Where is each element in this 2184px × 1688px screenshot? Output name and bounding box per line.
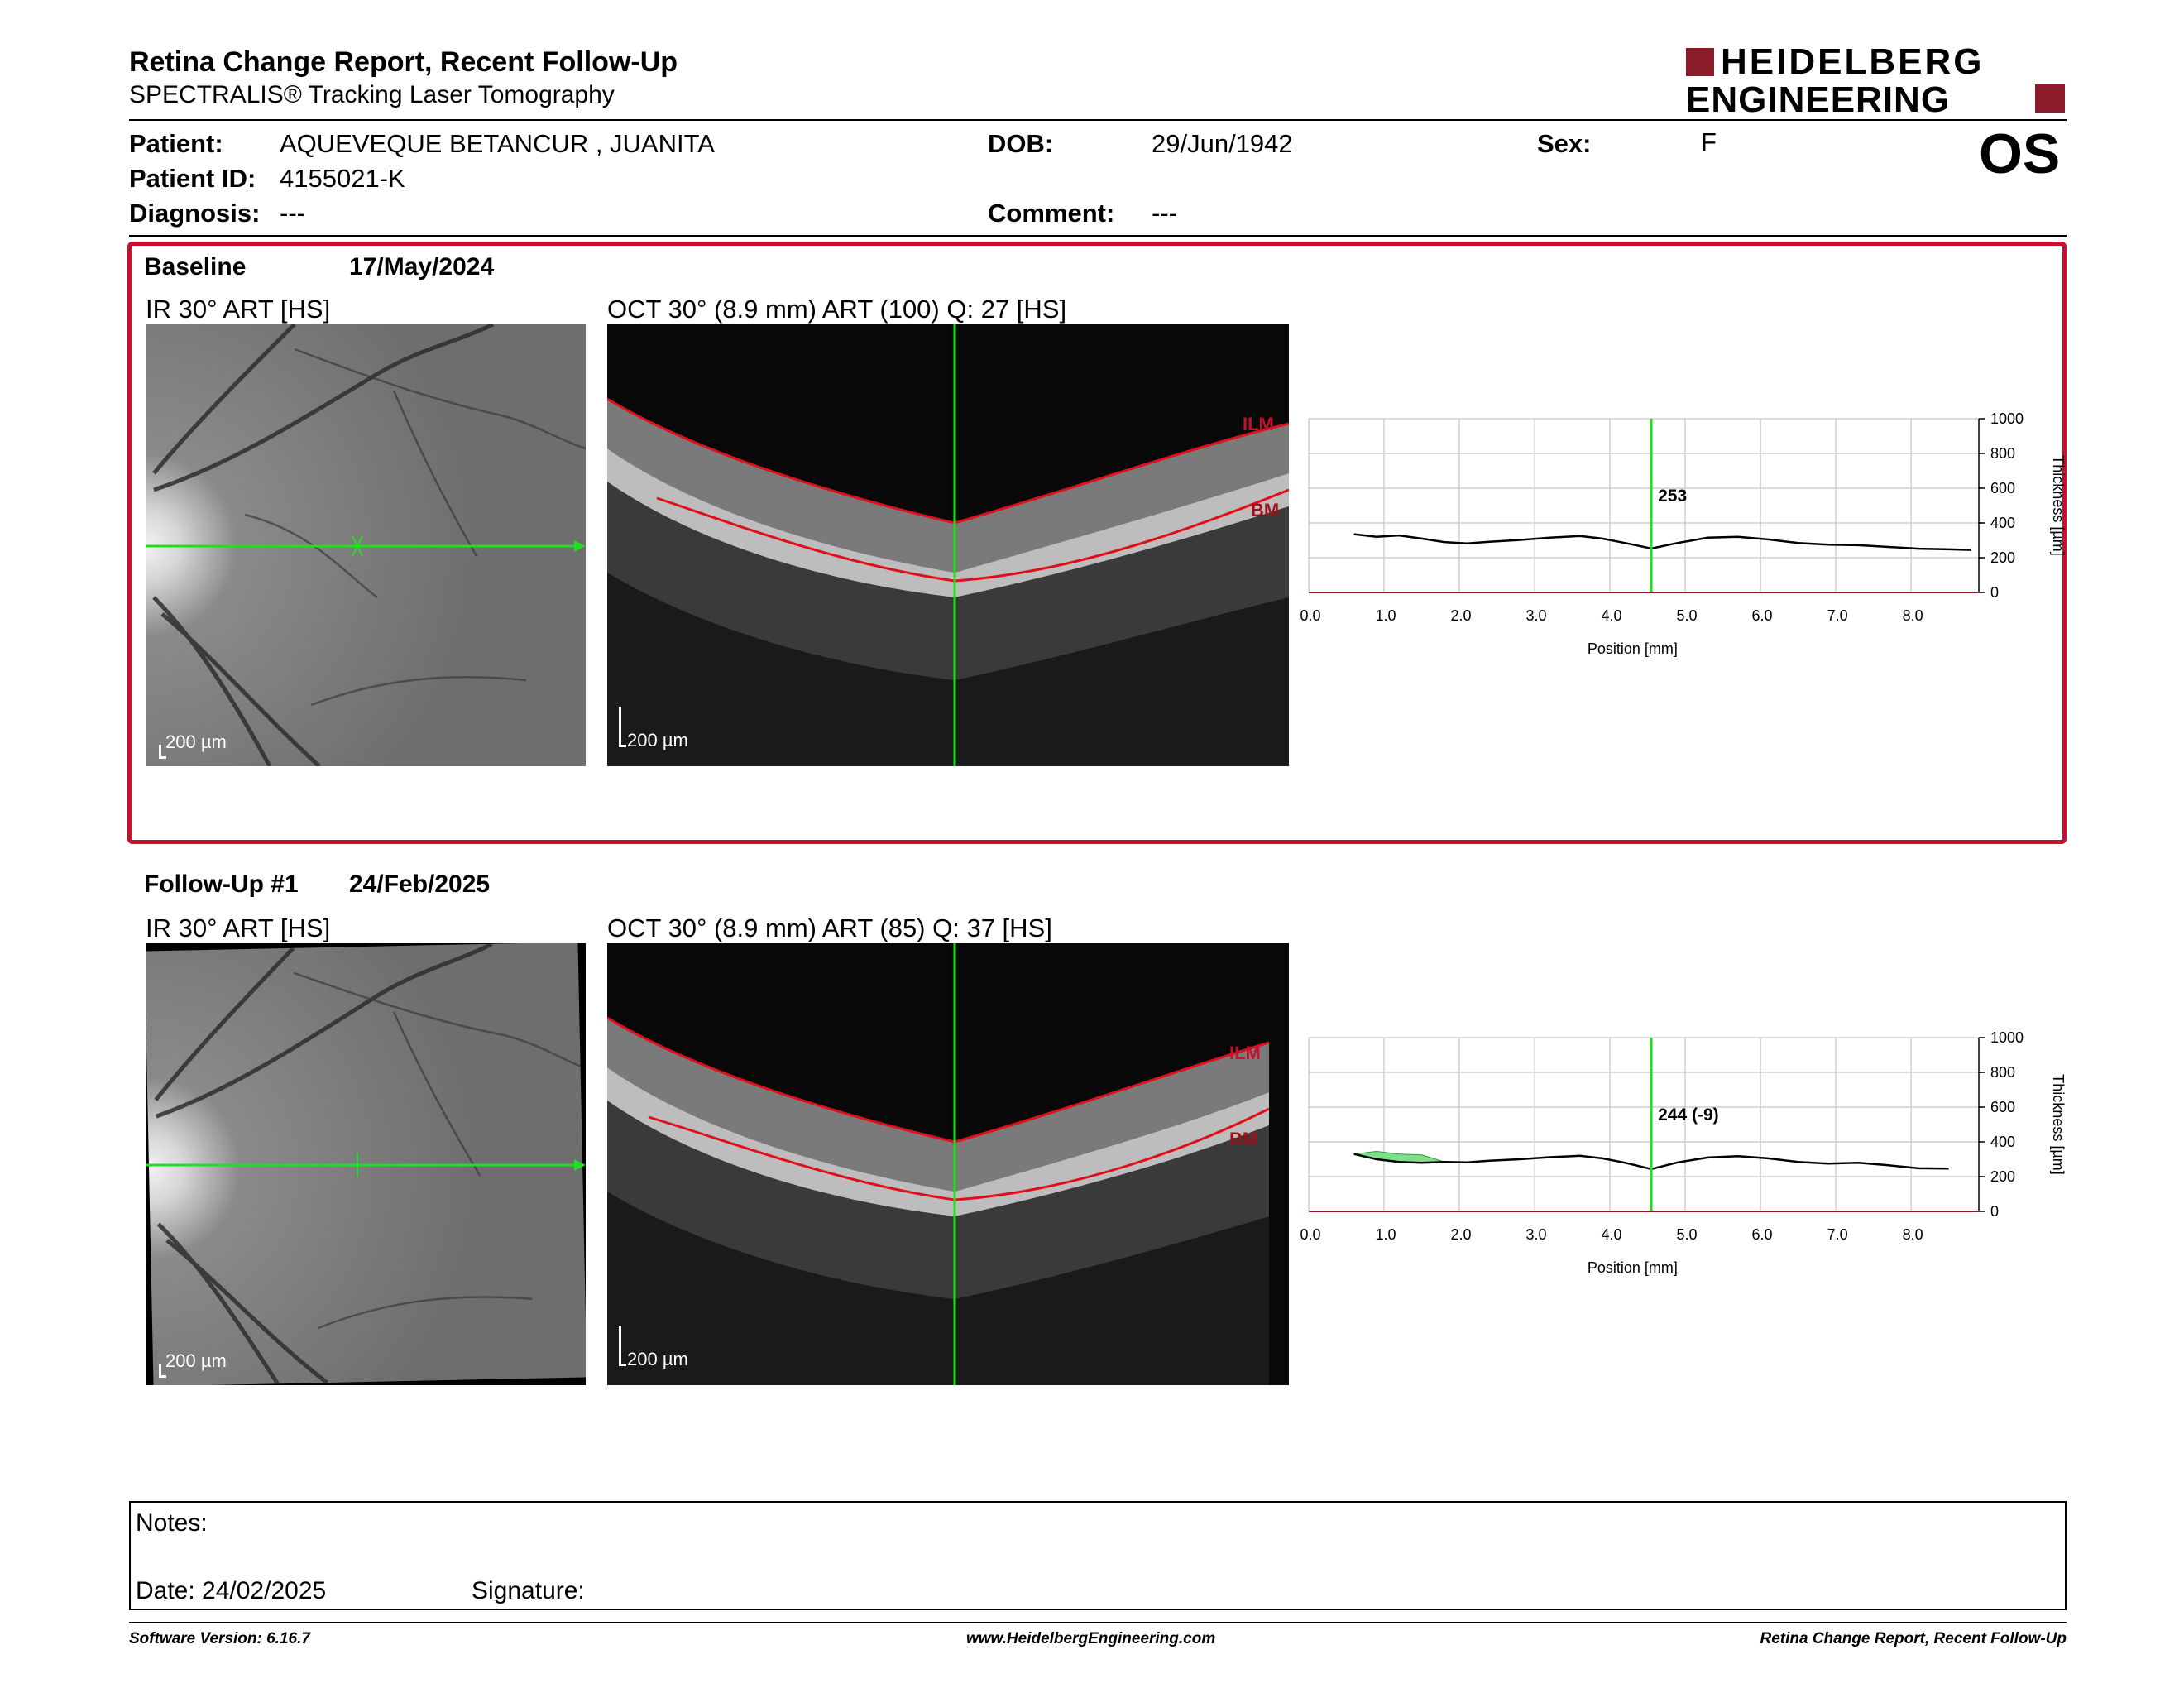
sex-label: Sex: <box>1537 129 1592 158</box>
patient-id: 4155021-K <box>280 164 405 193</box>
dob-value: 29/Jun/1942 <box>1152 129 1293 158</box>
x-tick-label: 6.0 <box>1752 607 1773 624</box>
footer-report-name: Retina Change Report, Recent Follow-Up <box>1760 1630 2067 1647</box>
report-title: Retina Change Report, Recent Follow-Up <box>129 46 678 78</box>
report-subtitle: SPECTRALIS® Tracking Laser Tomography <box>129 81 615 108</box>
diagnosis-label: Diagnosis: <box>129 199 261 228</box>
x-tick-label: 8.0 <box>1903 1226 1923 1243</box>
y-tick-label: 400 <box>1990 515 2015 531</box>
x-tick-label: 5.0 <box>1677 607 1698 624</box>
x-axis-label: Position [mm] <box>1588 1259 1678 1276</box>
patient-rule <box>129 235 2067 237</box>
thickness-series-line <box>1353 1153 1949 1171</box>
x-tick-label: 2.0 <box>1451 1226 1472 1243</box>
baseline-ir-title: IR 30° ART [HS] <box>146 295 331 324</box>
y-tick-label: 200 <box>1990 1168 2015 1185</box>
comment-value: --- <box>1152 199 1177 228</box>
footer-rule <box>129 1622 2067 1623</box>
followup-ir-image[interactable]: 200 µm <box>146 943 586 1385</box>
y-tick-label: 600 <box>1990 1099 2015 1115</box>
followup-thickness-chart: 0.0 1.0 2.0 3.0 4.0 5.0 6.0 7.0 8.0 0 200 400 600 800… <box>1299 1029 2076 1302</box>
sex-value: F <box>1701 127 1717 156</box>
followup-date: 24/Feb/2025 <box>349 870 491 898</box>
x-tick-label: 7.0 <box>1827 1226 1848 1243</box>
comment-label: Comment: <box>988 199 1115 228</box>
x-tick-label: 3.0 <box>1526 607 1547 624</box>
followup-bm-label: BM <box>1229 1129 1258 1149</box>
logo-line2: ENGINEERING <box>1686 79 1951 120</box>
date-label: Date: 24/02/2025 <box>136 1577 327 1604</box>
baseline-oct-title: OCT 30° (8.9 mm) ART (100) Q: 27 [HS] <box>607 295 1067 324</box>
followup-ir-title: IR 30° ART [HS] <box>146 914 331 942</box>
baseline-date: 17/May/2024 <box>349 253 495 281</box>
baseline-bm-label: BM <box>1251 500 1280 520</box>
baseline-oct-scale: 200 µm <box>627 730 688 750</box>
x-tick-label: 2.0 <box>1451 607 1472 624</box>
notes-box[interactable] <box>129 1501 2067 1610</box>
y-axis-label: Thickness [µm] <box>2050 455 2067 555</box>
scalebar-icon <box>159 745 166 759</box>
x-tick-label: 3.0 <box>1526 1226 1547 1243</box>
baseline-thickness-chart: 0.0 1.0 2.0 3.0 4.0 5.0 6.0 7.0 8.0 0 200 400 600 800… <box>1299 410 2076 683</box>
x-tick-label: 1.0 <box>1375 607 1396 624</box>
patient-label: Patient: <box>129 129 223 158</box>
footer-software: Software Version: 6.16.7 <box>129 1630 310 1647</box>
patient-name: AQUEVEQUE BETANCUR , JUANITA <box>280 129 715 158</box>
y-tick-label: 1000 <box>1990 410 2024 427</box>
x-tick-label: 4.0 <box>1602 1226 1622 1243</box>
logo-line1: HEIDELBERG <box>1721 41 1985 82</box>
followup-ir-scale: 200 µm <box>165 1350 227 1371</box>
baseline-frame <box>127 242 2067 844</box>
signature-label: Signature: <box>472 1577 585 1604</box>
x-tick-label: 0.0 <box>1300 607 1320 624</box>
cursor-value-label: 244 (-9) <box>1658 1105 1719 1125</box>
y-tick-label: 400 <box>1990 1134 2015 1150</box>
thickness-series-line <box>1353 533 1971 551</box>
y-tick-label: 800 <box>1990 1064 2015 1081</box>
logo-square-icon-2 <box>2035 84 2065 113</box>
scalebar-icon-oct <box>619 707 626 747</box>
y-tick-label: 600 <box>1990 480 2015 496</box>
y-tick-label: 0 <box>1990 1203 1999 1220</box>
cursor-value-label: 253 <box>1658 487 1687 506</box>
scalebar-icon-fu <box>159 1364 166 1378</box>
y-tick-label: 0 <box>1990 584 1999 601</box>
heidelberg-logo: HEIDELBERG ENGINEERING <box>1686 41 2067 120</box>
footer-website[interactable]: www.HeidelbergEngineering.com <box>966 1630 1216 1647</box>
followup-ilm-label: ILM <box>1229 1043 1261 1063</box>
baseline-ilm-label: ILM <box>1243 414 1274 434</box>
y-axis-label: Thickness [µm] <box>2050 1074 2067 1174</box>
y-tick-label: 200 <box>1990 549 2015 566</box>
logo-square-icon <box>1686 48 1714 76</box>
x-tick-label: 1.0 <box>1375 1226 1396 1243</box>
baseline-label: Baseline <box>144 253 247 281</box>
x-tick-label: 0.0 <box>1300 1226 1320 1243</box>
diagnosis-value: --- <box>280 199 305 228</box>
patient-id-label: Patient ID: <box>129 164 256 193</box>
x-tick-label: 7.0 <box>1827 607 1848 624</box>
y-tick-label: 800 <box>1990 445 2015 462</box>
x-axis-label: Position [mm] <box>1588 640 1678 657</box>
eye-label: OS <box>1979 122 2061 185</box>
scalebar-icon-oct-fu <box>619 1326 626 1366</box>
baseline-ir-scale: 200 µm <box>165 731 227 752</box>
x-tick-label: 6.0 <box>1752 1226 1773 1243</box>
baseline-ir-image[interactable]: 200 µm <box>146 324 586 766</box>
followup-label: Follow-Up #1 <box>144 870 299 898</box>
dob-label: DOB: <box>988 129 1054 158</box>
x-tick-label: 8.0 <box>1903 607 1923 624</box>
followup-oct-image[interactable]: ILM BM 200 µm <box>607 943 1289 1385</box>
x-tick-label: 5.0 <box>1677 1226 1698 1243</box>
followup-oct-title: OCT 30° (8.9 mm) ART (85) Q: 37 [HS] <box>607 914 1052 942</box>
header-rule <box>129 119 2067 121</box>
notes-label: Notes: <box>136 1509 208 1537</box>
x-tick-label: 4.0 <box>1602 607 1622 624</box>
y-tick-label: 1000 <box>1990 1029 2024 1046</box>
baseline-oct-image[interactable]: ILM BM 200 µm <box>607 324 1289 766</box>
followup-oct-scale: 200 µm <box>627 1349 688 1369</box>
